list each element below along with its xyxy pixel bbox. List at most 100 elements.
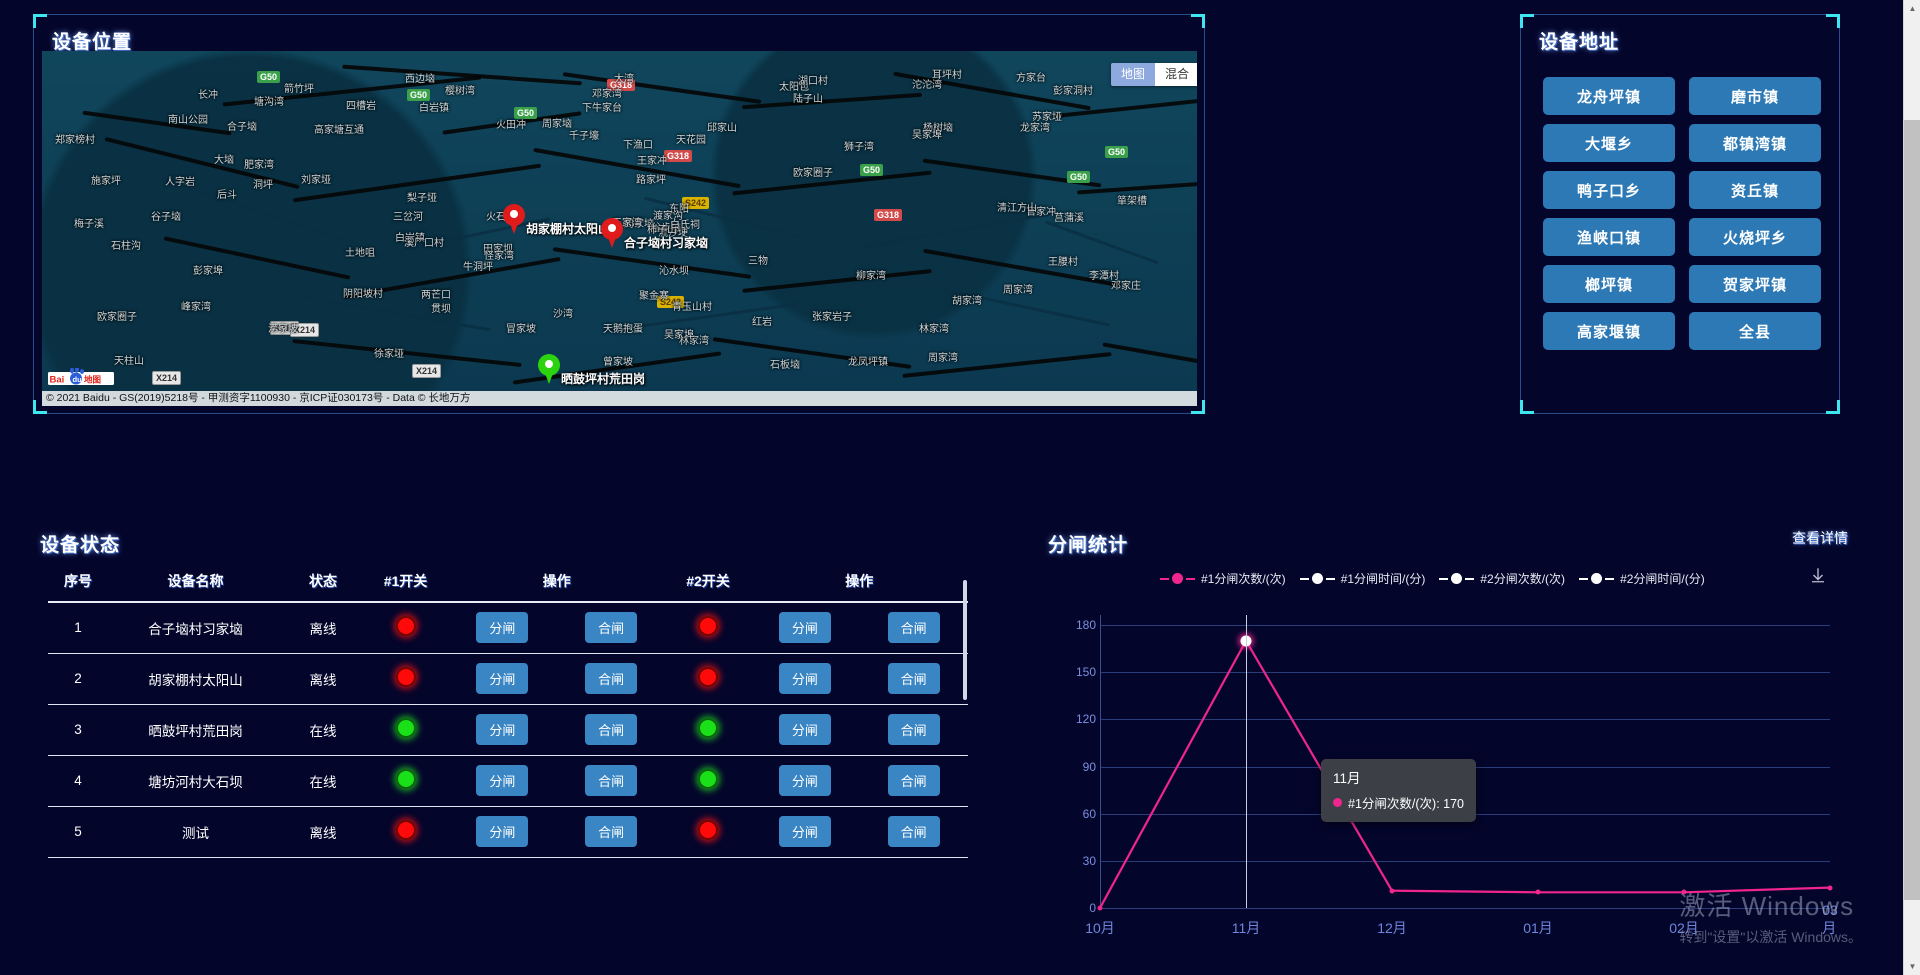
map-place-label: 邓家庄 bbox=[1111, 281, 1141, 292]
chart-tooltip: 11月 #1分闸次数/(次): 170 bbox=[1321, 758, 1477, 822]
chart-data-point[interactable] bbox=[1097, 905, 1103, 911]
chart-legend[interactable]: #1分闸次数/(次) #1分闸时间/(分) #2分闸次数/(次) #2分闸时间/(分) bbox=[1160, 570, 1705, 587]
map-place-label: 渡家沟 bbox=[653, 211, 683, 222]
map-place-label: 天柱山 bbox=[114, 356, 144, 367]
address-button-3[interactable]: 大堰乡 bbox=[1543, 124, 1675, 162]
switch2-led bbox=[698, 616, 718, 637]
switch1-led-cell bbox=[363, 806, 448, 858]
device-state: 在线 bbox=[283, 755, 363, 807]
table-header-2: 设备名称 bbox=[108, 565, 283, 603]
chart-data-point[interactable] bbox=[1681, 889, 1687, 895]
legend-item-3[interactable]: #2分闸次数/(次) bbox=[1439, 570, 1565, 587]
open-switch-button[interactable]: 分闸 bbox=[476, 765, 529, 796]
chart-series-line bbox=[1099, 638, 1831, 909]
map-place-label: 西边垴 bbox=[405, 74, 435, 85]
address-button-5[interactable]: 鸭子口乡 bbox=[1543, 171, 1675, 209]
switch2-led-cell bbox=[665, 704, 751, 756]
switch2-led bbox=[698, 718, 718, 738]
device-status-table: 序号 设备名称 状态 #1开关 操作 #2开关 操作 1 合子垴村习家垴 离线 分闸 合闸 分闸 合闸 2… bbox=[48, 565, 968, 858]
operation-cell: 合闸 bbox=[556, 704, 666, 756]
map-place-label: 柳家湾 bbox=[856, 271, 886, 282]
legend-item-2[interactable]: #1分闸时间/(分) bbox=[1299, 570, 1425, 587]
close-switch-button[interactable]: 合闸 bbox=[585, 663, 638, 694]
address-button-10[interactable]: 贺家坪镇 bbox=[1689, 265, 1821, 303]
close-switch-button[interactable]: 合闸 bbox=[887, 765, 940, 796]
address-button-2[interactable]: 磨市镇 bbox=[1689, 77, 1821, 115]
map-place-label: 四槽岩 bbox=[346, 101, 376, 112]
open-switch-button[interactable]: 分闸 bbox=[778, 714, 831, 745]
map-place-label: 大湾 bbox=[614, 74, 634, 85]
open-switch-button[interactable]: 分闸 bbox=[778, 612, 831, 644]
map-type-toggle[interactable]: 地图 混合 bbox=[1110, 63, 1197, 86]
map-pin-icon[interactable] bbox=[503, 204, 525, 234]
map-place-label: 欧家圈子 bbox=[97, 312, 137, 323]
open-switch-button[interactable]: 分闸 bbox=[778, 663, 831, 694]
operation-cell: 合闸 bbox=[859, 653, 968, 705]
open-switch-button[interactable]: 分闸 bbox=[476, 714, 529, 745]
switch1-led-cell bbox=[363, 704, 448, 756]
map-place-label: 张家岩子 bbox=[812, 312, 852, 323]
close-switch-button[interactable]: 合闸 bbox=[887, 714, 940, 745]
legend-item-4[interactable]: #2分闸时间/(分) bbox=[1579, 570, 1705, 587]
address-button-8[interactable]: 火烧坪乡 bbox=[1689, 218, 1821, 256]
open-switch-button[interactable]: 分闸 bbox=[476, 663, 529, 694]
address-button-1[interactable]: 龙舟坪镇 bbox=[1543, 77, 1675, 115]
x-axis-tick: 12月 bbox=[1377, 920, 1407, 936]
map-place-label: 下牛家台 bbox=[582, 103, 622, 114]
map-pin-icon[interactable] bbox=[601, 218, 623, 248]
scroll-up-arrow[interactable]: ▲ bbox=[1908, 4, 1917, 13]
tooltip-text: #1分闸次数/(次): 170 bbox=[1348, 796, 1465, 811]
map-place-label: 刘家垭 bbox=[301, 175, 331, 186]
map-pin-icon[interactable] bbox=[538, 354, 560, 384]
map-type-hybrid[interactable]: 混合 bbox=[1154, 63, 1197, 86]
table-header-3: 状态 bbox=[283, 565, 363, 603]
address-button-6[interactable]: 资丘镇 bbox=[1689, 171, 1821, 209]
address-button-11[interactable]: 高家堰镇 bbox=[1543, 312, 1675, 350]
close-switch-button[interactable]: 合闸 bbox=[887, 816, 940, 847]
switch1-led bbox=[395, 616, 416, 637]
view-detail-link[interactable]: 查看详情 bbox=[1792, 530, 1848, 546]
table-row: 5 测试 离线 分闸 合闸 分闸 合闸 bbox=[48, 806, 968, 858]
legend-item-1[interactable]: #1分闸次数/(次) bbox=[1160, 570, 1286, 587]
table-body: 1 合子垴村习家垴 离线 分闸 合闸 分闸 合闸 2 胡家棚村太阳山 离线 分闸 合闸 分闸 合闸 3 晒鼓坪… bbox=[48, 602, 968, 858]
address-button-7[interactable]: 渔峡口镇 bbox=[1543, 218, 1675, 256]
map-place-label: 土地咀 bbox=[345, 248, 375, 259]
chart-data-point[interactable] bbox=[1827, 885, 1833, 891]
map-marker-label: 胡家棚村太阳山 bbox=[526, 222, 611, 236]
close-switch-button[interactable]: 合闸 bbox=[585, 765, 638, 796]
close-switch-button[interactable]: 合闸 bbox=[585, 612, 638, 644]
open-switch-button[interactable]: 分闸 bbox=[778, 765, 831, 796]
map-place-label: 高家塘互通 bbox=[314, 125, 364, 136]
device-name: 合子垴村习家垴 bbox=[108, 602, 283, 654]
device-address-panel: 设备地址 龙舟坪镇 磨市镇 大堰乡 都镇湾镇 鸭子口乡 资丘镇 渔峡口镇 火烧坪乡 榔坪镇 贺家坪… bbox=[1520, 14, 1840, 414]
close-switch-button[interactable]: 合闸 bbox=[887, 663, 940, 694]
close-switch-button[interactable]: 合闸 bbox=[585, 816, 638, 847]
download-icon[interactable] bbox=[1809, 566, 1827, 584]
open-switch-button[interactable]: 分闸 bbox=[778, 816, 831, 847]
address-button-12[interactable]: 全县 bbox=[1689, 312, 1821, 350]
close-switch-button[interactable]: 合闸 bbox=[887, 612, 940, 644]
map-type-map[interactable]: 地图 bbox=[1110, 63, 1155, 86]
switch2-led-cell bbox=[665, 653, 751, 705]
operation-cell: 合闸 bbox=[556, 602, 666, 654]
chart-plot-area: 0 30 60 90 120 150 180 10月 11月 12月 01月 02月 03月 11月 #1分… bbox=[1048, 615, 1838, 940]
table-scrollbar[interactable] bbox=[963, 580, 967, 700]
address-button-9[interactable]: 榔坪镇 bbox=[1543, 265, 1675, 303]
chart-data-point[interactable] bbox=[1389, 888, 1395, 894]
open-switch-button[interactable]: 分闸 bbox=[476, 816, 529, 847]
address-button-4[interactable]: 都镇湾镇 bbox=[1689, 124, 1821, 162]
close-switch-button[interactable]: 合闸 bbox=[585, 714, 638, 745]
y-axis-tick: 30 bbox=[1082, 853, 1096, 868]
operation-cell: 分闸 bbox=[750, 653, 860, 705]
scroll-down-arrow[interactable]: ▼ bbox=[1908, 962, 1917, 971]
address-panel-title: 设备地址 bbox=[1539, 32, 1620, 53]
map-place-label: 涝家坡 bbox=[268, 324, 298, 335]
map-place-label: 白氏祠 bbox=[670, 220, 700, 231]
table-header-4: #1开关 bbox=[363, 565, 448, 603]
scrollbar-thumb[interactable] bbox=[1904, 120, 1920, 900]
map-place-label: 箭竹坪 bbox=[284, 84, 314, 95]
chart-data-point[interactable] bbox=[1535, 889, 1541, 895]
page-scrollbar[interactable]: ▲ ▼ bbox=[1903, 0, 1920, 975]
open-switch-button[interactable]: 分闸 bbox=[476, 612, 529, 644]
baidu-map[interactable]: G50 G318 G50 G50 G318 S242 G50 G50 G318 G50 S242 X2… bbox=[42, 51, 1197, 406]
